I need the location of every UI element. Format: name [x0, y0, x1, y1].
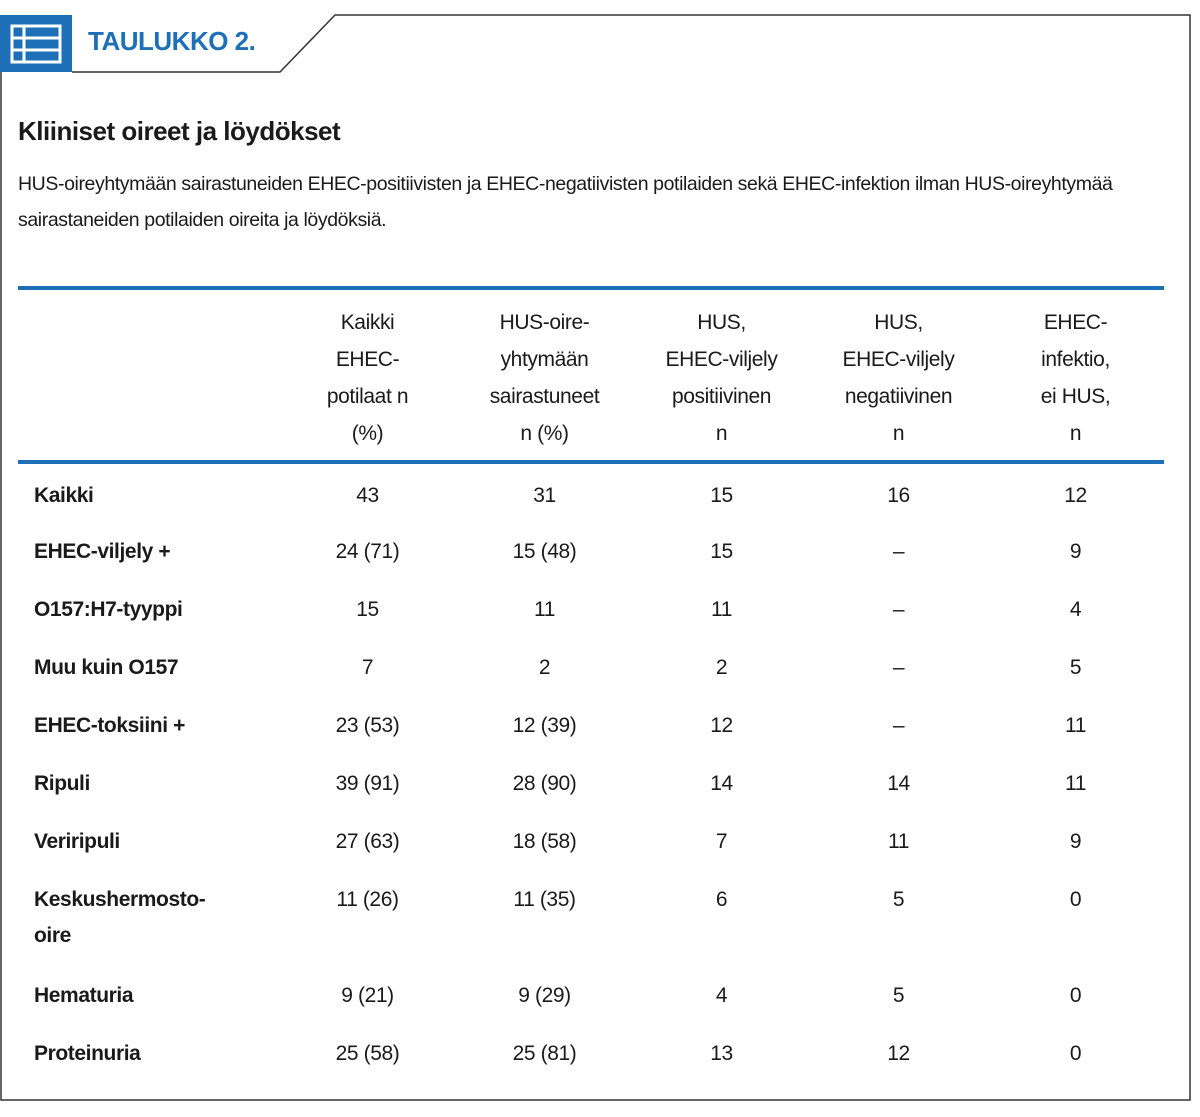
- row-label: Kaikki: [34, 484, 94, 507]
- cell: 15: [710, 484, 733, 507]
- corner: [18, 286, 279, 464]
- row-label: Hematuria: [34, 984, 134, 1007]
- cell: 31: [533, 484, 556, 507]
- cell: 9 (21): [341, 984, 394, 1007]
- cell: 11 (35): [513, 888, 576, 911]
- cell: 12: [887, 1042, 910, 1065]
- cell: 0: [1069, 1042, 1082, 1065]
- title: Kliiniset oireet ja löydökset: [18, 116, 341, 146]
- cell: 25 (81): [512, 1042, 577, 1065]
- cell: 43: [356, 484, 379, 507]
- cell: 11 (26): [336, 888, 399, 911]
- row-label: Muu kuin O157: [34, 656, 179, 679]
- subtitle: HUS-oireyhtymään sairastuneiden EHEC-pos…: [18, 173, 1113, 231]
- cell: 4: [1069, 598, 1082, 621]
- cell: 7: [361, 656, 374, 679]
- cell: 28 (90): [512, 772, 577, 795]
- row: Hematuria 9 (21) 9 (29) 4 5 0: [18, 964, 1164, 1022]
- cell: 5: [892, 984, 905, 1007]
- cell: 14: [887, 772, 910, 795]
- cell: 27 (63): [335, 830, 400, 853]
- cell: 5: [892, 888, 905, 911]
- cell: 6: [715, 888, 728, 911]
- row-label: Keskushermosto- oire: [34, 888, 206, 947]
- table-body: Kaikki 43 31 15 16 12 EHEC-viljely + 24 (71) 15 …: [18, 462, 1164, 1080]
- cell: 0: [1069, 984, 1082, 1007]
- cell: 11: [1065, 714, 1086, 737]
- cell: 2: [538, 656, 551, 679]
- cell: 23 (53): [335, 714, 400, 737]
- row-label: O157:H7-tyyppi: [34, 598, 183, 621]
- cell: 9: [1069, 830, 1082, 853]
- row: O157:H7-tyyppi 15 11 11 – 4: [18, 578, 1164, 636]
- cell: 2: [715, 656, 728, 679]
- cell: 11: [711, 598, 732, 621]
- cell: 15: [710, 540, 733, 563]
- row-label: EHEC-toksiini +: [34, 714, 185, 737]
- cell: 24 (71): [335, 540, 400, 563]
- cell: 14: [710, 772, 733, 795]
- cell: 39 (91): [335, 772, 400, 795]
- cell: 15: [356, 598, 379, 621]
- column-header: HUS-oire- yhtymään sairastuneet n (%): [456, 286, 633, 464]
- table-label: TAULUKKO 2.: [88, 26, 256, 56]
- cell: –: [892, 598, 905, 621]
- table: Kaikki EHEC- potilaat n (%) HUS-oire- yht…: [18, 286, 1164, 1080]
- column-header: EHEC- infektio, ei HUS, n: [987, 286, 1164, 464]
- cell: 11: [1065, 772, 1086, 795]
- cell: 13: [710, 1042, 733, 1065]
- cell: 9: [1069, 540, 1082, 563]
- table-icon: [10, 24, 62, 64]
- row: EHEC-viljely + 24 (71) 15 (48) 15 – 9: [18, 520, 1164, 578]
- cell: 0: [1069, 888, 1082, 911]
- row: Ripuli 39 (91) 28 (90) 14 14 11: [18, 752, 1164, 810]
- cell: 12: [1064, 484, 1087, 507]
- cell: –: [892, 656, 905, 679]
- row: Muu kuin O157 7 2 2 – 5: [18, 636, 1164, 694]
- cell: 11: [534, 598, 555, 621]
- column-header: Kaikki EHEC- potilaat n (%): [279, 286, 456, 464]
- row-label: Ripuli: [34, 772, 90, 795]
- cell: 9 (29): [518, 984, 571, 1007]
- header-row: Kaikki EHEC- potilaat n (%) HUS-oire- yht…: [18, 286, 1164, 464]
- cell: 4: [715, 984, 728, 1007]
- row: Proteinuria 25 (58) 25 (81) 13 12 0: [18, 1022, 1164, 1080]
- cell: –: [892, 714, 905, 737]
- cell: 18 (58): [512, 830, 577, 853]
- cell: 16: [887, 484, 910, 507]
- cell: 12: [710, 714, 733, 737]
- row: Veriripuli 27 (63) 18 (58) 7 11 9: [18, 810, 1164, 868]
- cell: –: [892, 540, 905, 563]
- row-label: EHEC-viljely +: [34, 540, 171, 563]
- cell: 11: [888, 830, 909, 853]
- row: EHEC-toksiini + 23 (53) 12 (39) 12 – 11: [18, 694, 1164, 752]
- row-label: Veriripuli: [34, 830, 120, 853]
- border: [0, 14, 1191, 1101]
- row: Kaikki 43 31 15 16 12: [18, 462, 1164, 520]
- cell: 7: [715, 830, 728, 853]
- row-label: Proteinuria: [34, 1042, 141, 1065]
- row: Keskushermosto- oire 11 (26) 11 (35) 6 5 0: [18, 868, 1164, 964]
- cell: 12 (39): [512, 714, 577, 737]
- cell: 5: [1069, 656, 1082, 679]
- cell: 25 (58): [335, 1042, 400, 1065]
- column-header: HUS, EHEC-viljely positiivinen n: [633, 286, 810, 464]
- column-header: HUS, EHEC-viljely negatiivinen n: [810, 286, 987, 464]
- cell: 15 (48): [512, 540, 577, 563]
